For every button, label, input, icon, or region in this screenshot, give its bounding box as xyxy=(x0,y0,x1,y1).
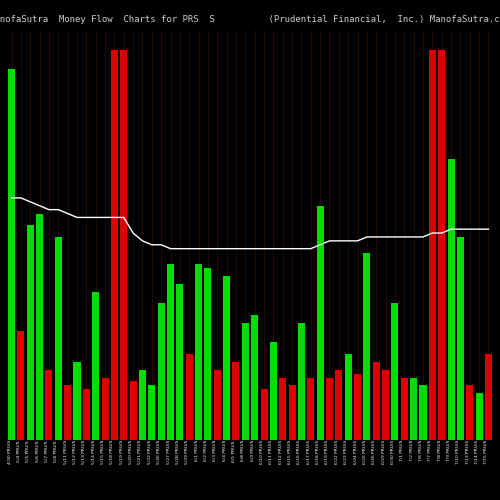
Bar xyxy=(344,354,352,440)
Bar xyxy=(195,264,202,440)
Bar xyxy=(83,389,90,440)
Bar xyxy=(438,50,445,440)
Bar xyxy=(74,362,80,440)
Bar xyxy=(429,50,436,440)
Bar xyxy=(298,323,305,440)
Bar xyxy=(92,292,99,440)
Bar xyxy=(139,370,146,440)
Bar xyxy=(148,386,156,440)
Bar xyxy=(410,378,417,440)
Bar xyxy=(288,386,296,440)
Bar xyxy=(111,50,118,440)
Text: ManofaSutra  Money Flow  Charts for PRS  S          (Prudential Financial,  Inc.: ManofaSutra Money Flow Charts for PRS S … xyxy=(0,15,500,24)
Bar xyxy=(102,378,108,440)
Bar xyxy=(167,264,174,440)
Bar xyxy=(130,382,136,440)
Bar xyxy=(26,225,34,440)
Bar xyxy=(176,284,184,440)
Bar xyxy=(204,268,212,440)
Bar xyxy=(382,370,389,440)
Bar xyxy=(158,304,164,440)
Bar xyxy=(260,389,268,440)
Bar xyxy=(251,315,258,440)
Bar xyxy=(120,50,128,440)
Bar xyxy=(279,378,286,440)
Bar xyxy=(8,69,15,440)
Bar xyxy=(476,393,482,440)
Bar xyxy=(466,386,473,440)
Bar xyxy=(392,304,398,440)
Bar xyxy=(457,237,464,440)
Bar xyxy=(326,378,333,440)
Bar xyxy=(420,386,426,440)
Bar xyxy=(336,370,342,440)
Bar xyxy=(364,252,370,440)
Bar xyxy=(354,374,361,440)
Bar xyxy=(485,354,492,440)
Bar xyxy=(55,237,62,440)
Bar xyxy=(223,276,230,440)
Bar xyxy=(270,342,277,440)
Bar xyxy=(36,214,43,440)
Bar xyxy=(186,354,192,440)
Bar xyxy=(18,330,24,440)
Bar xyxy=(214,370,221,440)
Bar xyxy=(316,206,324,440)
Bar xyxy=(232,362,239,440)
Bar xyxy=(46,370,52,440)
Bar xyxy=(448,159,454,440)
Bar xyxy=(242,323,249,440)
Bar xyxy=(308,378,314,440)
Bar xyxy=(401,378,408,440)
Bar xyxy=(64,386,71,440)
Bar xyxy=(372,362,380,440)
